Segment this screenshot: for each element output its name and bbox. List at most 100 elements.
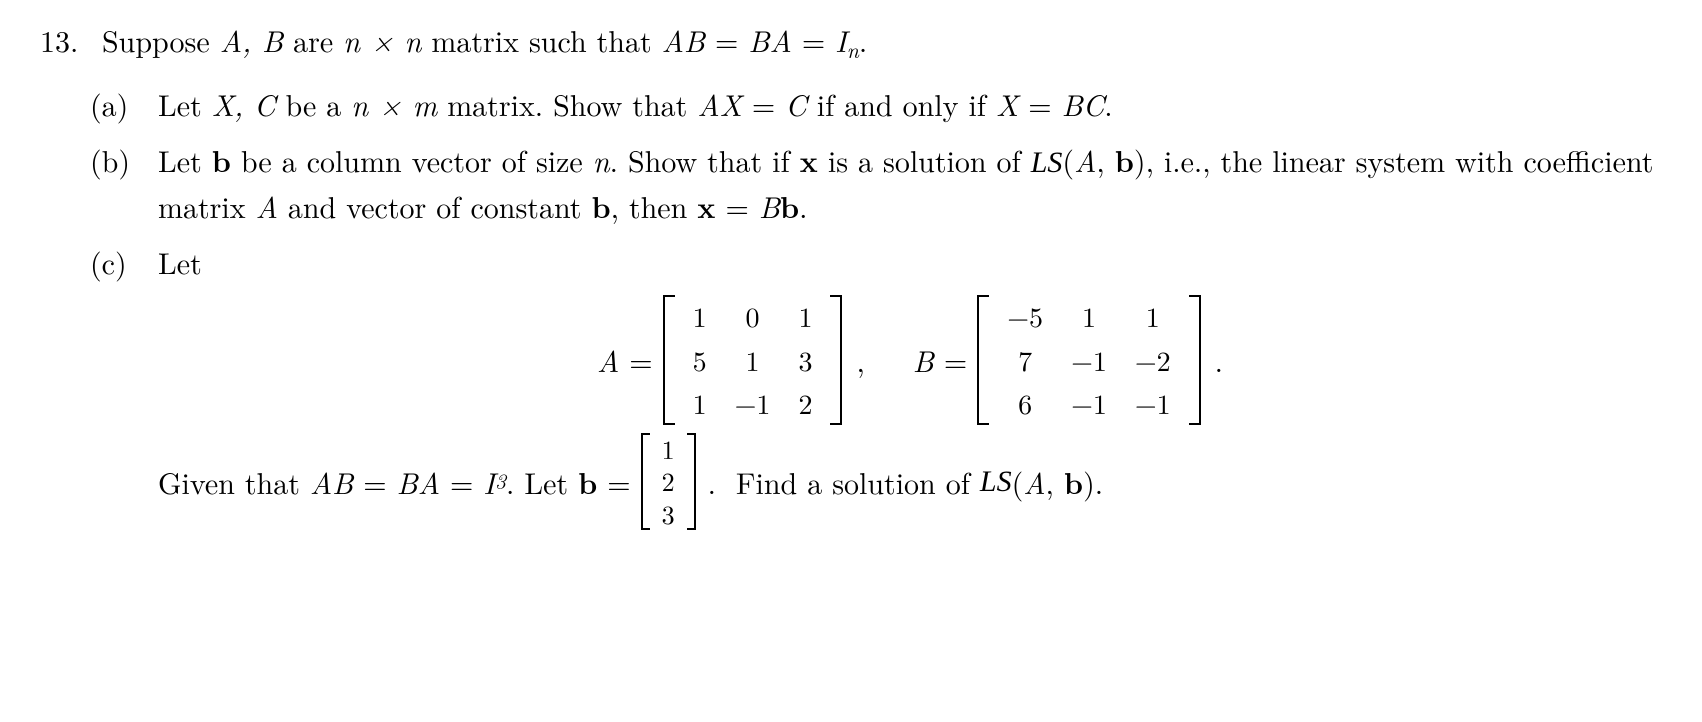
vec-b: b [212, 138, 231, 181]
matrix-cell: 6 [993, 382, 1057, 425]
math-A: A [256, 184, 278, 227]
text: Let [158, 138, 212, 181]
matrix-cell: 3 [784, 339, 826, 382]
page: 13. Suppose A, B are n × n matrix such t… [0, 0, 1702, 722]
matrix-cell: −1 [1057, 339, 1121, 382]
matrix-cell: 1 [679, 295, 721, 338]
comma: , [856, 338, 864, 382]
part-c: (c) Let A = 1015131−12 , [90, 240, 1662, 531]
stem-text: Suppose A, B are n × n matrix such that … [102, 18, 867, 66]
vec-x: x [697, 184, 715, 227]
part-c-given: Given that AB = BA = I3. Let b = 123 . F… [158, 433, 1662, 531]
problem-number: 13. [40, 18, 102, 62]
part-b: (b) Let b be a column vector of size n. … [90, 138, 1662, 228]
text: Given that [158, 460, 310, 504]
text: and vector of constant [278, 184, 592, 227]
text: . Find a solution of [708, 460, 980, 504]
matrix-cell: −1 [721, 382, 785, 425]
comma: , [1046, 460, 1064, 504]
vec-b: b [780, 184, 799, 227]
eq: = [944, 338, 967, 382]
period: . [859, 18, 867, 61]
eq: = [353, 460, 396, 504]
eq: = [629, 338, 652, 382]
matrix-B-table: −5117−1−26−1−1 [993, 295, 1184, 425]
math-B: B [759, 184, 780, 227]
B-eq-group: B = −5117−1−26−1−1 . [913, 295, 1223, 425]
period: . [1215, 338, 1223, 382]
math-XC: X, C [212, 82, 276, 125]
text: , then [611, 184, 698, 227]
part-b-body: Let b be a column vector of size n. Show… [158, 138, 1662, 228]
part-a-label: (a) [90, 82, 158, 126]
math-n-sub: n [847, 35, 859, 65]
matrix-cell: 1 [1057, 295, 1121, 338]
math-AX: AX [697, 82, 742, 125]
math-nxm: n × m [351, 82, 437, 125]
text: matrix such that [431, 18, 661, 61]
eq: = [802, 18, 835, 61]
math-ABeq: AB [662, 18, 705, 61]
eq: = [1028, 82, 1061, 125]
part-a: (a) Let X, C be a n × m matrix. Show tha… [90, 82, 1662, 126]
vector-b: 123 [641, 433, 696, 531]
problem-stem: 13. Suppose A, B are n × n matrix such t… [40, 18, 1662, 66]
matrix-cell: −2 [1121, 339, 1185, 382]
lp: ( [1062, 138, 1074, 181]
vector-b-table: 123 [654, 433, 683, 531]
text: if and only if [817, 82, 996, 125]
vec-b: b [1064, 460, 1083, 504]
period: . [1104, 82, 1112, 125]
part-c-label: (c) [90, 240, 158, 284]
eq: = [440, 460, 483, 504]
text: Let [158, 82, 212, 125]
matrix-cell: 2 [654, 465, 683, 498]
bracket-right [1189, 295, 1201, 425]
matrix-cell: −1 [1057, 382, 1121, 425]
matrix-cell: 1 [1121, 295, 1185, 338]
matrix-B: −5117−1−26−1−1 [977, 295, 1200, 425]
part-b-label: (b) [90, 138, 158, 182]
math-I: I [483, 460, 495, 504]
eq: = [716, 184, 759, 227]
text: Let [158, 240, 202, 283]
matrix-cell: −1 [1121, 382, 1185, 425]
math-A: A [1074, 138, 1096, 181]
matrix-A-table: 1015131−12 [679, 295, 827, 425]
part-a-body: Let X, C be a n × m matrix. Show that AX… [158, 82, 1662, 126]
math-BC: BC [1062, 82, 1105, 125]
vec-b: b [1115, 138, 1134, 181]
matrix-cell: 5 [679, 339, 721, 382]
rp: ) [1083, 460, 1095, 504]
lp: ( [1012, 460, 1024, 504]
text: . Let [506, 460, 578, 504]
comma: , [1096, 138, 1114, 181]
math-A: A [597, 338, 619, 382]
matrix-cell: 1 [721, 339, 785, 382]
A-eq-group: A = 1015131−12 , [597, 295, 865, 425]
rp: ) [1134, 138, 1146, 181]
text: matrix. Show that [447, 82, 697, 125]
text: is a solution of [828, 138, 1031, 181]
math-A: A [1023, 460, 1045, 504]
vec-b: b [591, 184, 610, 227]
math-C: C [785, 82, 806, 125]
math-BA: BA [397, 460, 440, 504]
math-AB: AB [310, 460, 353, 504]
part-c-body: Let A = 1015131−12 , B = [158, 240, 1662, 531]
matrix-cell: 3 [654, 498, 683, 531]
matrix-cell: 7 [993, 339, 1057, 382]
math-nxn: n × n [343, 18, 421, 61]
cal-LS: LS [1031, 146, 1063, 179]
math-AB: A, B [220, 18, 283, 61]
text: be a column vector of size [241, 138, 593, 181]
matrix-cell: 1 [654, 433, 683, 466]
matrix-cell: 1 [679, 382, 721, 425]
matrix-cell: 0 [721, 295, 785, 338]
eq: = [752, 82, 785, 125]
text: be a [285, 82, 351, 125]
bracket-right [830, 295, 842, 425]
text: . Show that if [610, 138, 800, 181]
math-n: n [593, 138, 610, 181]
period: . [1095, 460, 1103, 504]
